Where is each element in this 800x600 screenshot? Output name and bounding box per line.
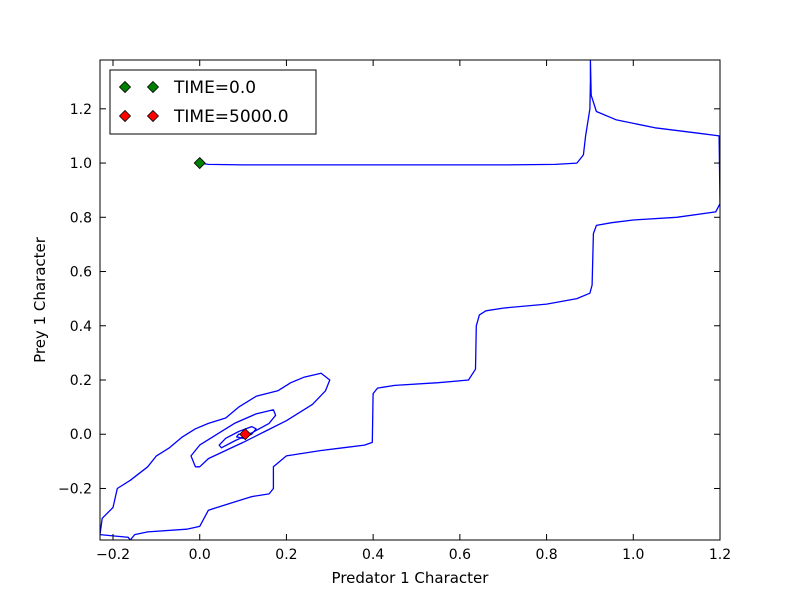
x-tick-label: 1.2 (709, 547, 731, 563)
y-tick-label: 1.2 (70, 102, 92, 118)
y-tick-label: 0.0 (70, 427, 92, 443)
legend-entry: TIME=5000.0 (118, 107, 289, 127)
x-tick-label: −0.2 (96, 547, 130, 563)
legend-box (109, 69, 317, 135)
legend-entry: TIME=0.0 (118, 78, 256, 98)
y-tick-label: 0.8 (70, 210, 92, 226)
plot-area: −0.2 0.0 0.2 0.4 0.6 0.8 1.0 1.2 −0.2 0.0 0.2 0.4 0.… (58, 59, 731, 563)
legend-marker (118, 109, 132, 123)
start-marker (193, 156, 206, 170)
x-tick-label: 0.4 (362, 547, 384, 563)
trajectory-line (100, 60, 720, 540)
y-tick-label: 0.2 (70, 373, 92, 389)
trajectory-layer (100, 60, 720, 540)
legend-marker (118, 80, 132, 94)
x-axis-label: Predator 1 Character (332, 569, 490, 587)
marker-layer (193, 156, 252, 441)
y-tick-label: −0.2 (58, 481, 92, 497)
legend-label: TIME=5000.0 (173, 107, 289, 127)
y-tick-label: 0.6 (70, 265, 92, 281)
legend-marker (146, 109, 160, 123)
end-marker (239, 428, 252, 441)
legend-entries: TIME=0.0 TIME=5000.0 (118, 78, 289, 127)
x-tick-label: 0.2 (275, 547, 297, 563)
y-axis-label: Prey 1 Character (31, 236, 49, 363)
y-tick-label: 0.4 (70, 319, 92, 335)
x-tick-label: 0.6 (449, 547, 471, 563)
axes-frame (99, 59, 721, 541)
legend-label: TIME=0.0 (173, 78, 256, 98)
legend: TIME=0.0 TIME=5000.0 (109, 69, 317, 135)
x-tick-label: 0.0 (189, 547, 211, 563)
tick-layer: −0.2 0.0 0.2 0.4 0.6 0.8 1.0 1.2 −0.2 0.0 0.2 0.4 0.… (58, 60, 731, 563)
x-tick-label: 1.0 (622, 547, 644, 563)
legend-marker (146, 80, 160, 94)
x-tick-label: 0.8 (535, 547, 557, 563)
y-tick-label: 1.0 (70, 156, 92, 172)
